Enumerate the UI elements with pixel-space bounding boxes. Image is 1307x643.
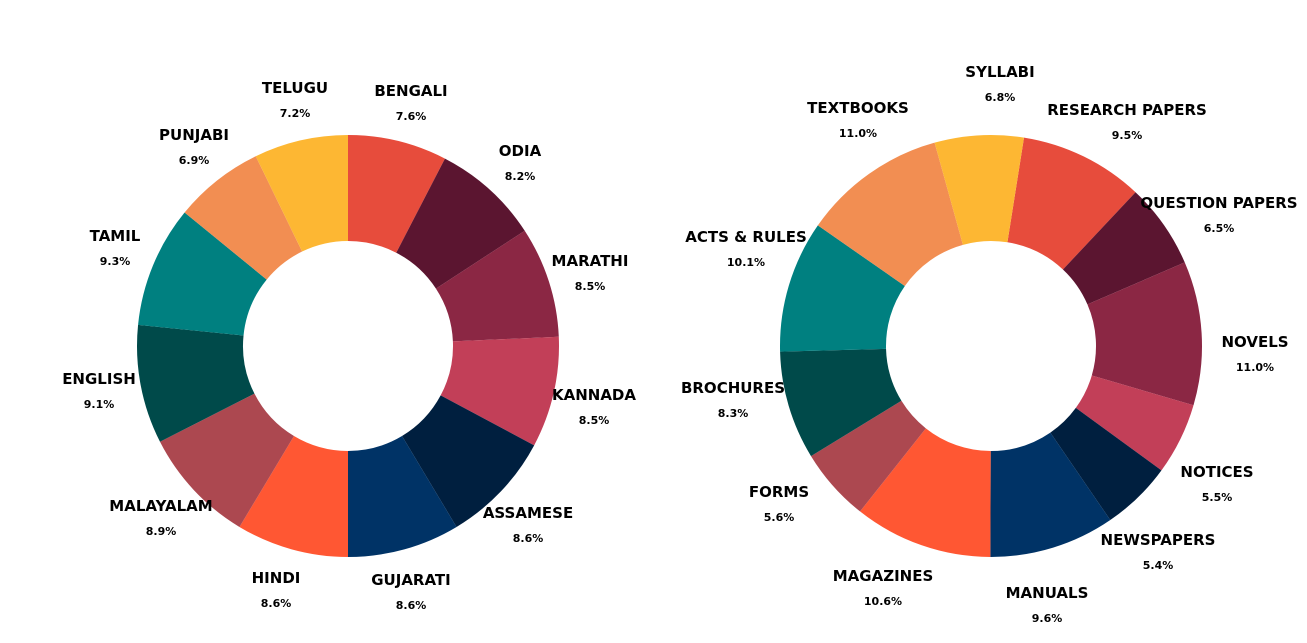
slice-telugu [255,135,348,252]
slice-label-manuals: MANUALS [1006,584,1089,602]
document-type-donut-chart: RESEARCH PAPERS 9.5% QUESTION PAPERS 6.5% NO… [681,63,1298,625]
slice-bengali [348,135,445,253]
slice-research-papers [1007,137,1136,270]
slice-label-brochures: BROCHURES [681,379,785,397]
slice-percent-malayalam: 8.9% [146,525,177,538]
slice-label-punjabi: PUNJABI [159,126,229,144]
slice-hindi [239,436,348,557]
slice-label-assamese: ASSAMESE [483,504,573,522]
slice-brochures [780,348,902,457]
slice-percent-punjabi: 6.9% [179,154,210,167]
slice-novels [1087,262,1202,406]
slice-magazines [860,428,991,557]
slice-label-hindi: HINDI [252,569,301,587]
slice-odia [396,158,525,289]
slice-percent-assamese: 8.6% [513,532,544,545]
slice-percent-research-papers: 9.5% [1112,129,1143,142]
slice-newspapers [1050,407,1162,521]
slice-textbooks [817,142,963,286]
slice-percent-magazines: 10.6% [864,595,902,608]
slice-percent-kannada: 8.5% [579,414,610,427]
slice-marathi [435,230,559,342]
slice-punjabi [184,156,303,280]
slice-label-bengali: BENGALI [374,82,447,100]
slice-label-odia: ODIA [499,142,542,160]
slice-percent-manuals: 9.6% [1032,612,1063,625]
slice-notices [1075,375,1194,471]
slice-percent-tamil: 9.3% [100,255,131,268]
slice-label-magazines: MAGAZINES [833,567,934,585]
slice-kannada [440,336,559,446]
slice-percent-english: 9.1% [84,398,115,411]
slice-label-kannada: KANNADA [552,386,636,404]
slice-label-english: ENGLISH [62,370,136,388]
slice-percent-acts-and-rules: 10.1% [727,256,765,269]
slice-manuals [990,432,1111,558]
slice-percent-forms: 5.6% [764,511,795,524]
slice-label-question-papers: QUESTION PAPERS [1140,194,1297,212]
language-donut-chart: BENGALI 7.6% ODIA 8.2% MARATHI 8.5% KANNADA 8.5… [62,79,636,612]
slice-percent-syllabi: 6.8% [985,91,1016,104]
slice-percent-question-papers: 6.5% [1204,222,1235,235]
slice-forms [810,400,926,512]
slice-gujarati [348,436,457,557]
slice-label-acts-and-rules: ACTS & RULES [685,228,807,246]
slice-label-malayalam: MALAYALAM [109,497,212,515]
slice-percent-textbooks: 11.0% [839,127,877,140]
slice-percent-odia: 8.2% [505,170,536,183]
slice-label-tamil: TAMIL [90,227,141,245]
slice-english [137,324,255,442]
slice-tamil [138,212,267,336]
slice-label-telugu: TELUGU [262,79,328,97]
slice-syllabi [934,135,1025,245]
slice-question-papers [1062,192,1185,305]
slice-label-forms: FORMS [749,483,809,501]
slice-label-research-papers: RESEARCH PAPERS [1047,101,1207,119]
slice-assamese [402,395,535,527]
slice-percent-hindi: 8.6% [261,597,292,610]
slice-percent-bengali: 7.6% [396,110,427,123]
slice-percent-novels: 11.0% [1236,361,1274,374]
slice-label-novels: NOVELS [1221,333,1288,351]
slice-acts-and-rules [780,225,905,352]
slice-label-marathi: MARATHI [552,252,629,270]
slice-label-syllabi: SYLLABI [965,63,1034,81]
slice-label-textbooks: TEXTBOOKS [807,99,909,117]
slice-label-newspapers: NEWSPAPERS [1101,531,1216,549]
slice-percent-newspapers: 5.4% [1143,559,1174,572]
slice-label-notices: NOTICES [1180,463,1253,481]
slice-percent-notices: 5.5% [1202,491,1233,504]
slice-percent-gujarati: 8.6% [396,599,427,612]
slice-percent-marathi: 8.5% [575,280,606,293]
slice-label-gujarati: GUJARATI [371,571,451,589]
slice-percent-telugu: 7.2% [280,107,311,120]
slice-percent-brochures: 8.3% [718,407,749,420]
slice-malayalam [159,393,294,527]
